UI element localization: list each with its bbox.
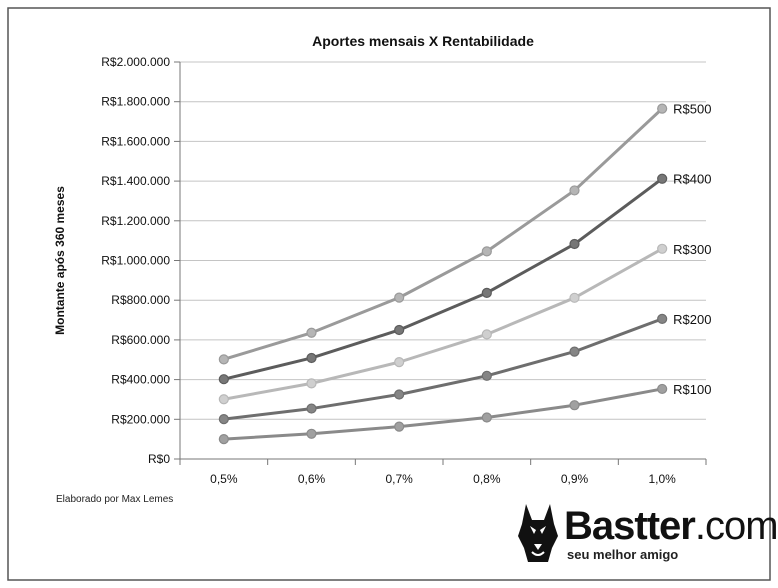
data-point — [218, 414, 229, 425]
data-point — [569, 185, 580, 196]
data-point — [218, 434, 229, 445]
data-point — [218, 394, 229, 405]
data-point — [481, 246, 492, 257]
data-point — [657, 243, 668, 254]
data-point — [657, 173, 668, 184]
data-point — [569, 400, 580, 411]
x-tick-label: 0,6% — [298, 472, 326, 486]
data-point — [569, 238, 580, 250]
data-point — [218, 374, 229, 385]
brand-name: Bastter.com — [564, 504, 778, 549]
x-tick-label: 0,8% — [473, 472, 501, 486]
y-tick-label: R$2.000.000 — [101, 55, 170, 69]
brand-logo-block: Bastter.com seu melhor amigo — [514, 500, 778, 570]
x-tick-label: 1,0% — [648, 472, 676, 486]
chart-title: Aportes mensais X Rentabilidade — [312, 33, 534, 49]
data-point — [657, 103, 668, 114]
data-point — [306, 428, 317, 439]
series-label: R$500 — [673, 102, 711, 117]
series-label: R$200 — [673, 312, 711, 327]
brand-name-suffix: .com — [694, 504, 778, 548]
x-tick-label: 0,9% — [561, 472, 589, 486]
series-line — [223, 387, 663, 441]
data-point — [481, 412, 492, 423]
y-tick-label: R$0 — [148, 452, 170, 466]
brand-tagline: seu melhor amigo — [567, 547, 679, 562]
data-point — [481, 329, 492, 340]
series-label: R$400 — [673, 172, 711, 187]
data-point — [657, 313, 668, 324]
y-tick-label: R$200.000 — [111, 412, 170, 426]
data-point — [657, 383, 668, 395]
series-line — [223, 317, 663, 421]
series-line — [223, 107, 664, 361]
y-tick-label: R$1.000.000 — [101, 254, 170, 268]
data-point — [306, 403, 317, 414]
data-point — [306, 378, 317, 389]
y-tick-label: R$400.000 — [111, 373, 170, 387]
data-point — [218, 354, 229, 365]
data-point — [481, 370, 492, 381]
series-line — [223, 177, 664, 381]
y-tick-label: R$600.000 — [111, 333, 170, 347]
x-tick-label: 0,7% — [385, 472, 413, 486]
y-axis-label: Montante após 360 meses — [53, 186, 67, 335]
data-point — [394, 421, 405, 432]
data-point — [569, 346, 580, 357]
data-point — [394, 389, 405, 400]
dog-logo-icon — [518, 504, 558, 562]
brand-name-bold: Bastter — [564, 504, 696, 548]
chart-credit: Elaborado por Max Lemes — [56, 494, 174, 505]
data-point — [306, 327, 317, 338]
series-label: R$300 — [673, 242, 711, 257]
y-tick-label: R$1.600.000 — [101, 134, 170, 148]
data-point — [569, 292, 580, 303]
data-point — [394, 324, 405, 336]
series-label: R$100 — [673, 382, 711, 397]
data-point — [394, 292, 405, 303]
data-point — [481, 287, 492, 298]
data-point — [394, 357, 405, 368]
y-tick-label: R$1.200.000 — [101, 214, 170, 228]
data-point — [306, 352, 317, 364]
x-tick-label: 0,5% — [210, 472, 238, 486]
y-tick-label: R$800.000 — [111, 293, 170, 307]
y-tick-label: R$1.800.000 — [101, 95, 170, 109]
y-tick-label: R$1.400.000 — [101, 174, 170, 188]
series-line — [223, 247, 663, 401]
